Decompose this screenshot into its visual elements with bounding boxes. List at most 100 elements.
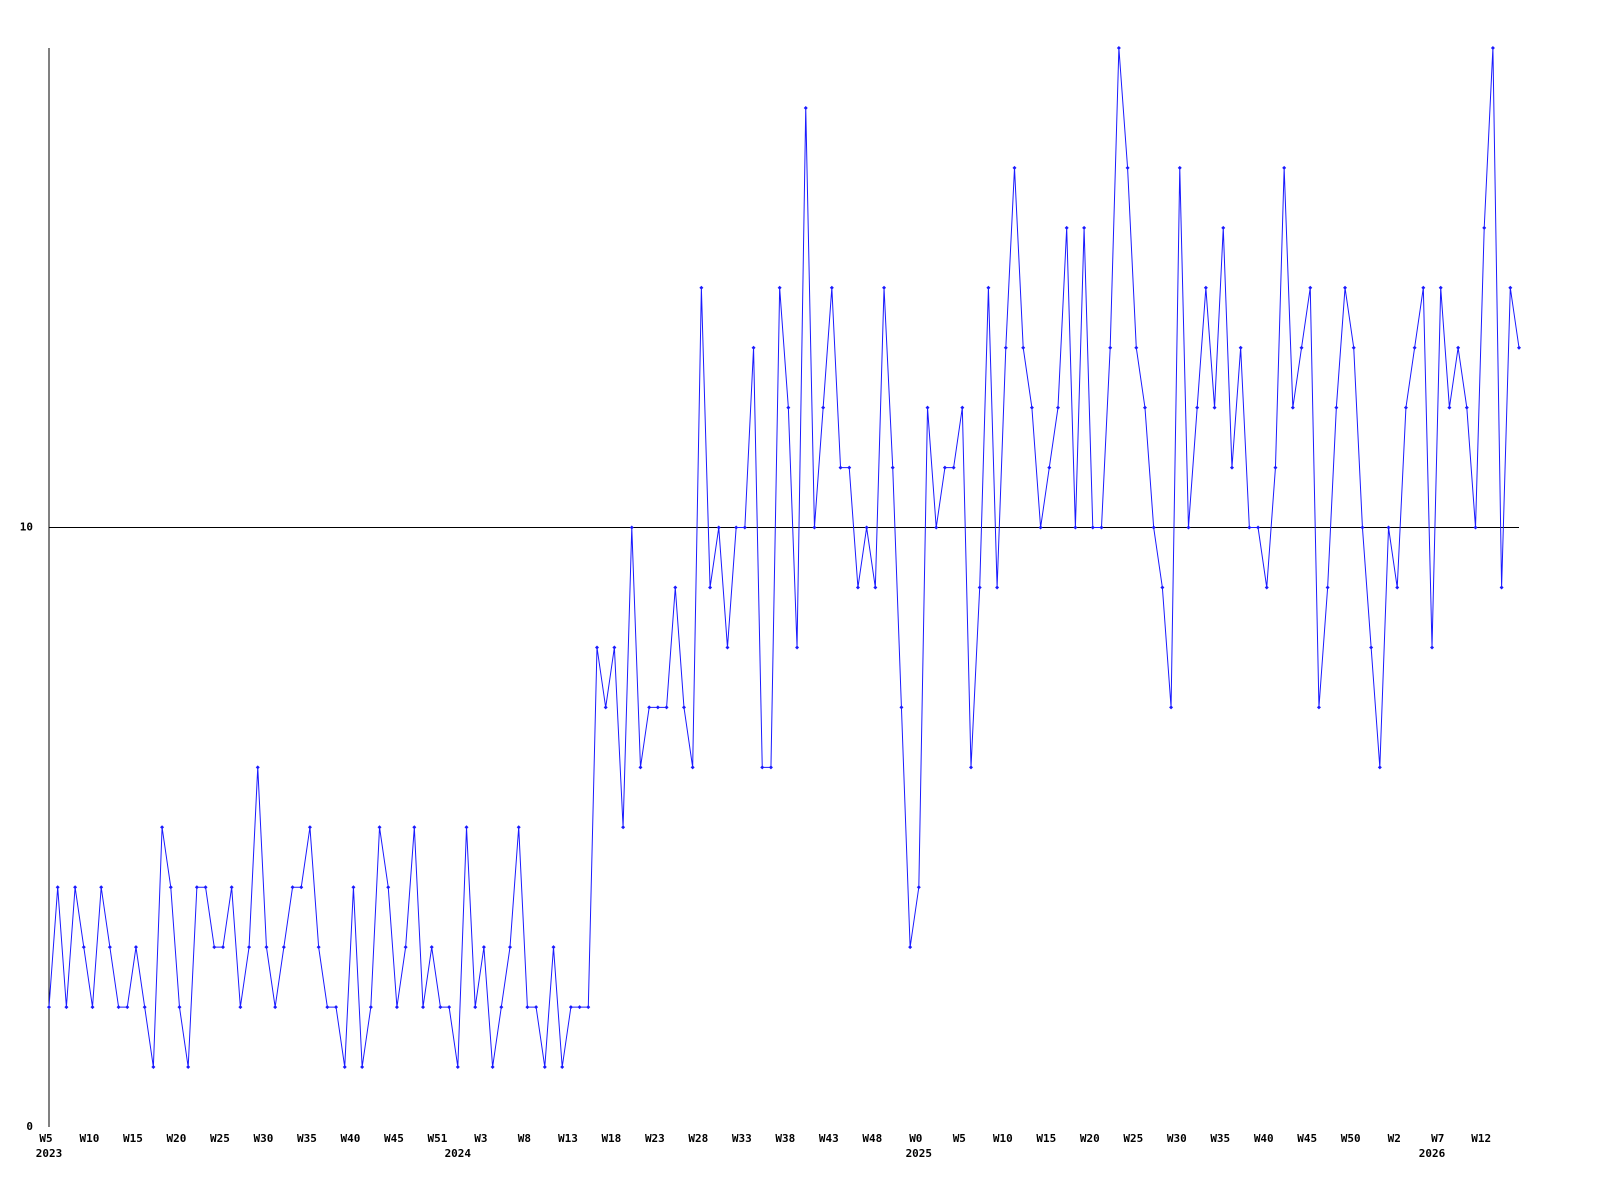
data-point (455, 1065, 460, 1070)
data-point (1256, 525, 1261, 530)
data-point (1047, 465, 1052, 470)
data-point (1308, 285, 1313, 290)
x-tick-label: W25 (1123, 1132, 1143, 1145)
data-point (412, 825, 417, 830)
data-point (1290, 405, 1295, 410)
data-point (768, 765, 773, 770)
data-point (99, 885, 104, 890)
year-label: 2023 (36, 1147, 63, 1160)
x-tick-label: W15 (123, 1132, 143, 1145)
data-point (673, 585, 678, 590)
data-point (916, 885, 921, 890)
data-point (133, 945, 138, 950)
data-point (81, 945, 86, 950)
data-point (1003, 345, 1008, 350)
x-tick-label: W10 (80, 1132, 100, 1145)
data-point (438, 1005, 443, 1010)
data-point (1195, 405, 1200, 410)
data-point (142, 1005, 147, 1010)
data-point (1082, 225, 1087, 230)
x-tick-label: W8 (518, 1132, 531, 1145)
data-point (1377, 765, 1382, 770)
data-point (1142, 405, 1147, 410)
x-tick-label: W38 (775, 1132, 795, 1145)
data-point (594, 645, 599, 650)
x-tick-label: W20 (1080, 1132, 1100, 1145)
data-point (1073, 525, 1078, 530)
data-point (1221, 225, 1226, 230)
x-tick-label: W0 (909, 1132, 922, 1145)
data-point (1247, 525, 1252, 530)
data-point (942, 465, 947, 470)
data-point (1403, 405, 1408, 410)
data-point (1064, 225, 1069, 230)
data-point (1203, 285, 1208, 290)
data-point (516, 825, 521, 830)
data-point (264, 945, 269, 950)
data-point (1125, 165, 1130, 170)
data-point (560, 1065, 565, 1070)
x-tick-label: W33 (732, 1132, 752, 1145)
data-point (1229, 465, 1234, 470)
data-point (855, 585, 860, 590)
data-point (1490, 46, 1495, 50)
data-point (447, 1005, 452, 1010)
data-point (1360, 525, 1365, 530)
x-tick-label: W10 (993, 1132, 1013, 1145)
data-point (1464, 405, 1469, 410)
data-point (125, 1005, 130, 1010)
data-point (551, 945, 556, 950)
data-point (629, 525, 634, 530)
data-point (151, 1065, 156, 1070)
data-point (986, 285, 991, 290)
data-point (342, 1065, 347, 1070)
data-point (760, 765, 765, 770)
data-point (1273, 465, 1278, 470)
data-point (1430, 645, 1435, 650)
data-point (116, 1005, 121, 1010)
data-point (786, 405, 791, 410)
data-point (1264, 585, 1269, 590)
data-point (1343, 285, 1348, 290)
data-point (1316, 705, 1321, 710)
data-point (1186, 525, 1191, 530)
data-point (1325, 585, 1330, 590)
y-tick-label: 10 (20, 521, 33, 534)
x-tick-label: W5 (39, 1132, 52, 1145)
data-point (525, 1005, 530, 1010)
data-point (368, 1005, 373, 1010)
data-point (742, 525, 747, 530)
data-point (725, 645, 730, 650)
x-tick-label: W30 (1167, 1132, 1187, 1145)
data-point (969, 765, 974, 770)
x-tick-label: W2 (1388, 1132, 1401, 1145)
data-point (1473, 525, 1478, 530)
data-point (795, 645, 800, 650)
data-point (1282, 165, 1287, 170)
data-point (1055, 405, 1060, 410)
data-point (777, 285, 782, 290)
x-tick-label: W35 (297, 1132, 317, 1145)
data-point (421, 1005, 426, 1010)
y-tick-label: 0 (26, 1120, 33, 1133)
data-point (1099, 525, 1104, 530)
data-point (699, 285, 704, 290)
data-point (47, 1005, 51, 1010)
data-point (1151, 525, 1156, 530)
x-tick-label: W40 (341, 1132, 361, 1145)
x-tick-label: W13 (558, 1132, 578, 1145)
data-point (1108, 345, 1113, 350)
data-point (247, 945, 252, 950)
data-point (681, 705, 686, 710)
data-point (864, 525, 869, 530)
data-point (334, 1005, 339, 1010)
data-point (1029, 405, 1034, 410)
data-point (1369, 645, 1374, 650)
data-point (1386, 525, 1391, 530)
year-label: 2024 (445, 1147, 472, 1160)
data-point (473, 1005, 478, 1010)
data-point (612, 645, 617, 650)
data-point (429, 945, 434, 950)
data-point (377, 825, 382, 830)
data-point (1334, 405, 1339, 410)
